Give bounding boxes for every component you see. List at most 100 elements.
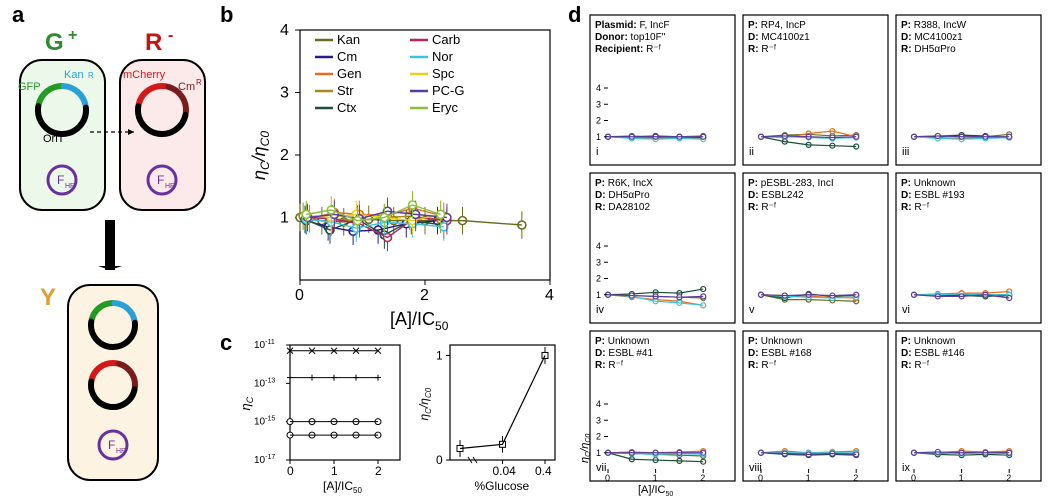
svg-text:v: v [749, 304, 755, 316]
svg-text:R: R⁻ᶠ: R: R⁻ᶠ [901, 360, 930, 371]
svg-text:Donor: top10F'': Donor: top10F'' [595, 32, 666, 43]
svg-text:3: 3 [596, 99, 601, 109]
svg-text:Recipient: R⁻ᶠ: Recipient: R⁻ᶠ [595, 44, 662, 55]
svg-text:R: R⁻ᶠ: R: R⁻ᶠ [748, 44, 777, 55]
svg-text:D: DH5αPro: D: DH5αPro [595, 190, 650, 201]
svg-text:R: R [196, 78, 202, 87]
svg-text:4: 4 [280, 22, 289, 39]
svg-text:OriT: OriT [43, 133, 65, 145]
svg-text:vi: vi [902, 304, 910, 316]
svg-text:Kan: Kan [337, 32, 360, 47]
svg-text:D: ESBL #193: D: ESBL #193 [901, 190, 965, 201]
panel-b-chart: 0241234[A]/IC50ηC/ηC0KanCmGenStrCtxCarbN… [245, 15, 565, 335]
svg-text:10-11: 10-11 [254, 339, 275, 351]
svg-text:ix: ix [902, 462, 910, 474]
svg-text:[A]/IC50: [A]/IC50 [638, 484, 673, 498]
svg-text:[A]/IC50: [A]/IC50 [323, 479, 362, 495]
svg-text:%Glucose: %Glucose [475, 479, 530, 493]
panel-a-diagram: G+R-GFPKanROriTmCherryCmRFHRFHRYFHR [10, 20, 220, 500]
svg-text:Plasmid: F, IncF: Plasmid: F, IncF [595, 20, 669, 31]
svg-text:GFP: GFP [18, 81, 41, 93]
svg-text:4: 4 [596, 241, 601, 251]
svg-text:1: 1 [331, 464, 338, 478]
svg-text:P: Unknown: P: Unknown [748, 336, 802, 347]
svg-text:2: 2 [280, 147, 289, 164]
svg-text:D: MC4100z1: D: MC4100z1 [748, 32, 810, 43]
svg-text:R: R⁻ᶠ: R: R⁻ᶠ [748, 202, 777, 213]
svg-text:PC-G: PC-G [432, 83, 465, 98]
svg-text:D: MC4100z1: D: MC4100z1 [901, 32, 963, 43]
svg-text:ηC/ηC0: ηC/ηC0 [249, 131, 272, 180]
svg-text:Y: Y [40, 284, 56, 311]
svg-text:1: 1 [596, 290, 601, 300]
svg-text:1: 1 [596, 132, 601, 142]
svg-text:0: 0 [295, 287, 304, 304]
svg-text:P: Unknown: P: Unknown [901, 178, 955, 189]
svg-text:iii: iii [902, 146, 909, 158]
svg-text:3: 3 [280, 85, 289, 102]
svg-text:0.4: 0.4 [535, 464, 552, 478]
svg-text:Carb: Carb [432, 32, 460, 47]
svg-text:0: 0 [287, 464, 294, 478]
svg-text:2: 2 [596, 116, 601, 126]
svg-text:ηC/ηC0: ηC/ηC0 [579, 434, 592, 463]
svg-text:HR: HR [65, 183, 75, 190]
panel-d-grid: Plasmid: F, IncFDonor: top10F''Recipient… [590, 15, 1045, 495]
svg-text:D: ESBL #168: D: ESBL #168 [748, 348, 812, 359]
svg-text:10-17: 10-17 [254, 454, 275, 466]
svg-text:4: 4 [545, 287, 554, 304]
svg-text:4: 4 [596, 83, 601, 93]
panel-c-label: c [220, 330, 232, 356]
svg-text:F: F [157, 173, 164, 187]
svg-text:1: 1 [653, 473, 658, 483]
svg-text:10-15: 10-15 [254, 416, 275, 428]
svg-text:R: DH5αPro: R: DH5αPro [901, 44, 956, 55]
svg-text:F: F [57, 173, 64, 187]
svg-text:1: 1 [806, 473, 811, 483]
svg-text:P: R388, IncW: P: R388, IncW [901, 20, 967, 31]
svg-text:2: 2 [1006, 473, 1011, 483]
svg-text:HR: HR [165, 183, 175, 190]
svg-text:1: 1 [436, 348, 443, 362]
svg-text:4: 4 [596, 399, 601, 409]
svg-text:ii: ii [749, 146, 754, 158]
svg-text:P: Unknown: P: Unknown [901, 336, 955, 347]
svg-text:mCherry: mCherry [123, 69, 166, 81]
svg-text:1: 1 [280, 210, 289, 227]
svg-text:0: 0 [911, 473, 916, 483]
svg-text:3: 3 [596, 415, 601, 425]
svg-text:Spc: Spc [432, 66, 455, 81]
svg-text:-: - [168, 27, 173, 44]
svg-text:Kan: Kan [64, 69, 84, 81]
svg-text:R: R [88, 71, 94, 80]
svg-text:P: Unknown: P: Unknown [595, 336, 649, 347]
svg-text:0: 0 [758, 473, 763, 483]
svg-text:D: ESBL242: D: ESBL242 [748, 190, 804, 201]
svg-text:R: R [145, 29, 162, 56]
svg-text:2: 2 [375, 464, 382, 478]
svg-text:Nor: Nor [432, 49, 454, 64]
svg-text:0: 0 [436, 453, 443, 467]
svg-text:3: 3 [596, 257, 601, 267]
svg-text:2: 2 [596, 432, 601, 442]
svg-text:R: R⁻ᶠ: R: R⁻ᶠ [901, 202, 930, 213]
svg-text:P: pESBL-283, IncI: P: pESBL-283, IncI [748, 178, 834, 189]
svg-text:HR: HR [116, 448, 126, 455]
svg-text:[A]/IC50: [A]/IC50 [390, 309, 449, 333]
svg-text:Eryc: Eryc [432, 100, 459, 115]
svg-text:ηC: ηC [238, 396, 255, 410]
svg-text:Cm: Cm [178, 81, 195, 93]
panel-c-charts: 01210-1710-1510-1310-11[A]/IC50ηC010.040… [245, 340, 565, 495]
svg-text:2: 2 [700, 473, 705, 483]
svg-text:iv: iv [596, 304, 604, 316]
svg-text:1: 1 [596, 448, 601, 458]
svg-text:ηC/ηC0: ηC/ηC0 [417, 387, 433, 420]
svg-text:2: 2 [420, 287, 429, 304]
svg-text:10-13: 10-13 [254, 377, 275, 389]
svg-text:R: DA28102: R: DA28102 [595, 202, 650, 213]
svg-text:R: R⁻ᶠ: R: R⁻ᶠ [595, 360, 624, 371]
svg-text:Gen: Gen [337, 66, 362, 81]
svg-text:R: R⁻ᶠ: R: R⁻ᶠ [748, 360, 777, 371]
svg-text:F: F [108, 438, 115, 452]
svg-text:P: RP4, IncP: P: RP4, IncP [748, 20, 806, 31]
